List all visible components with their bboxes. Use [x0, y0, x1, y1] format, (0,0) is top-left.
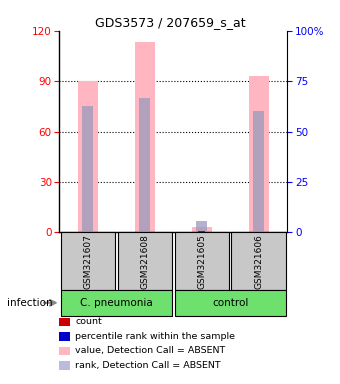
Bar [118, 232, 172, 290]
Bar [253, 111, 264, 232]
Bar [174, 290, 286, 316]
Bar [174, 232, 229, 290]
Bar [61, 290, 172, 316]
Text: rank, Detection Call = ABSENT: rank, Detection Call = ABSENT [75, 361, 221, 370]
Text: percentile rank within the sample: percentile rank within the sample [75, 332, 236, 341]
Bar [198, 231, 205, 232]
Text: GSM321608: GSM321608 [140, 234, 149, 288]
Bar [61, 232, 115, 290]
Text: C. pneumonia: C. pneumonia [80, 298, 153, 308]
Text: GSM321607: GSM321607 [84, 234, 92, 288]
Text: GSM321606: GSM321606 [254, 234, 263, 288]
Text: GSM321605: GSM321605 [198, 234, 206, 288]
Bar [192, 227, 212, 232]
Bar [197, 220, 207, 232]
Bar [78, 81, 98, 232]
Text: count: count [75, 317, 102, 326]
Bar [83, 106, 94, 232]
Text: control: control [212, 298, 249, 308]
Text: GDS3573 / 207659_s_at: GDS3573 / 207659_s_at [95, 16, 245, 29]
Bar [135, 43, 155, 232]
Text: infection: infection [7, 298, 52, 308]
Bar [232, 232, 286, 290]
Text: value, Detection Call = ABSENT: value, Detection Call = ABSENT [75, 346, 226, 356]
Bar [249, 76, 269, 232]
Bar [139, 98, 150, 232]
